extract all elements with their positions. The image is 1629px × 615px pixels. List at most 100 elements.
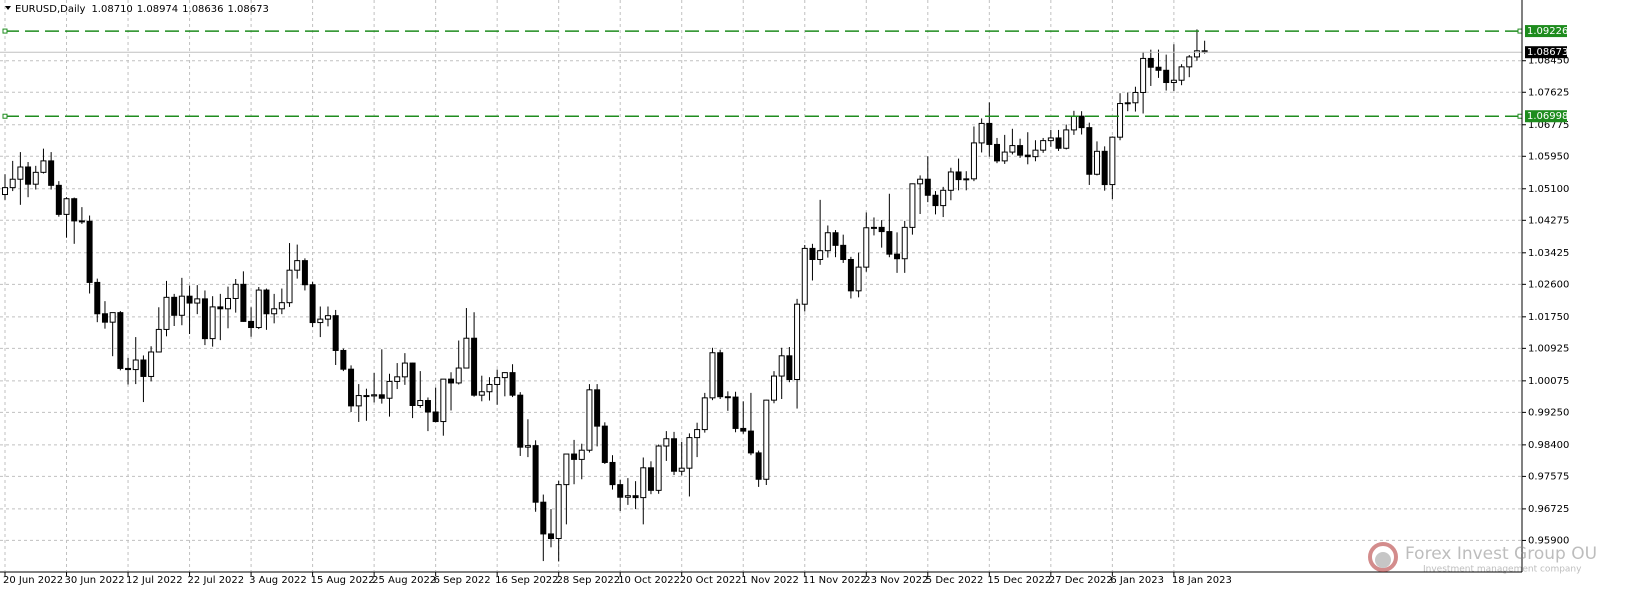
candle-body <box>571 453 578 460</box>
candle-body <box>855 266 862 292</box>
candle-body <box>155 328 162 353</box>
candle-body <box>724 396 731 399</box>
candle-body <box>771 375 777 401</box>
candle-body <box>663 438 670 447</box>
level-label: 1.06998 <box>1527 111 1568 122</box>
candle-body <box>178 295 185 316</box>
candle-body <box>955 171 962 181</box>
candle-body <box>1024 154 1031 158</box>
candle-body <box>686 437 693 469</box>
candle-body <box>747 430 754 454</box>
candle-body <box>947 171 954 191</box>
candle-body <box>1124 102 1131 105</box>
symbol: EURUSD,Daily <box>15 4 86 15</box>
candle-body <box>78 220 85 223</box>
candle-body <box>417 400 424 406</box>
candle-body <box>363 395 370 398</box>
level-label-bg <box>1525 110 1567 123</box>
header-open: 1.08710 <box>91 4 132 15</box>
x-tick-label: 25 Aug 2022 <box>372 575 436 586</box>
logo <box>1375 552 1391 568</box>
x-tick-label: 1 Nov 2022 <box>741 575 799 586</box>
candle-body <box>547 533 554 540</box>
candle-body <box>1047 137 1054 142</box>
menu-arrow[interactable] <box>5 6 11 10</box>
candle-body <box>617 484 624 498</box>
x-tick-label: 6 Sep 2022 <box>434 575 491 586</box>
candle-body <box>847 258 854 292</box>
y-tick-label: 1.01750 <box>1528 312 1569 323</box>
candle-body <box>732 396 739 429</box>
level-handle <box>1517 113 1523 119</box>
x-tick-label: 15 Dec 2022 <box>987 575 1051 586</box>
candle-body <box>886 231 893 255</box>
candle-body <box>694 429 701 439</box>
candle-body <box>140 359 147 377</box>
y-tick-label: 0.98400 <box>1528 440 1569 451</box>
candle-body <box>194 298 201 304</box>
candle-body <box>1140 57 1147 93</box>
candle-body <box>740 427 747 432</box>
candle-body <box>225 297 232 310</box>
candle-body <box>317 318 324 324</box>
candle-body <box>924 178 931 196</box>
level-handle <box>2 28 8 34</box>
candle-body <box>40 160 47 173</box>
candle-body <box>117 312 124 369</box>
y-tick-label: 1.00075 <box>1528 376 1569 387</box>
header-close: 1.08673 <box>228 4 269 15</box>
candle-body <box>132 359 139 371</box>
candle-body <box>240 283 247 322</box>
candle-body <box>324 315 331 320</box>
level-handle <box>1517 28 1523 34</box>
level-label-bg <box>1525 25 1567 38</box>
candle-body <box>301 260 308 286</box>
bid-label: 1.08673 <box>1527 47 1568 58</box>
bid-label-bg <box>1525 46 1567 59</box>
candle-body <box>786 355 793 381</box>
candle-body <box>578 449 585 460</box>
x-tick-label: 11 Nov 2022 <box>803 575 867 586</box>
watermark: Forex Invest Group OU Investment managem… <box>1368 542 1597 575</box>
y-tick-label: 1.00925 <box>1528 343 1569 354</box>
y-tick-label: 1.03425 <box>1528 248 1569 259</box>
candle-body <box>355 395 362 407</box>
candle-body <box>609 461 616 486</box>
candle-body <box>809 247 816 260</box>
candle-body <box>55 184 62 215</box>
candle-body <box>1001 151 1008 162</box>
level-handle <box>2 113 8 119</box>
candle-body <box>1186 56 1193 68</box>
header-high: 1.08974 <box>137 4 178 15</box>
candle-body <box>763 399 770 480</box>
candle-body <box>794 303 801 381</box>
candle-body <box>486 383 493 393</box>
candle-body <box>148 351 155 377</box>
x-tick-label: 22 Jul 2022 <box>188 575 245 586</box>
candle-body <box>986 122 993 145</box>
candle-body <box>1086 127 1093 175</box>
candle-body <box>1078 115 1085 129</box>
candle-body <box>878 226 885 233</box>
candle-body <box>671 438 678 472</box>
candle-body <box>632 495 639 499</box>
candle-body <box>163 296 170 330</box>
candle-body <box>186 295 193 304</box>
candle-body <box>248 320 255 329</box>
candle-body <box>340 349 347 370</box>
candle-body <box>394 376 401 382</box>
candle-body <box>909 183 916 228</box>
candle-body <box>455 367 462 384</box>
candle-body <box>101 313 108 323</box>
candle-body <box>32 171 39 185</box>
candle-body <box>555 484 562 540</box>
candle-body <box>647 467 654 491</box>
candle-body <box>17 166 24 180</box>
candle-body <box>624 495 631 498</box>
candle-body <box>601 425 608 463</box>
candle-body <box>9 178 16 189</box>
candle-body <box>1040 140 1047 151</box>
candle-body <box>501 372 508 379</box>
candle-body <box>524 445 531 448</box>
